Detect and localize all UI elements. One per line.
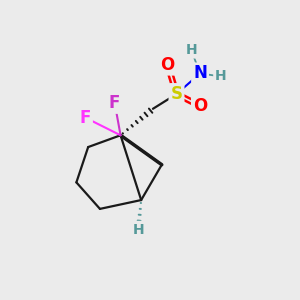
Text: O: O [160,56,175,74]
Text: N: N [193,64,207,82]
Text: S: S [170,85,182,103]
Text: F: F [109,94,120,112]
Text: H: H [132,223,144,236]
Text: H: H [215,69,226,83]
Text: F: F [80,109,91,127]
Text: O: O [193,97,207,115]
Text: H: H [185,43,197,57]
